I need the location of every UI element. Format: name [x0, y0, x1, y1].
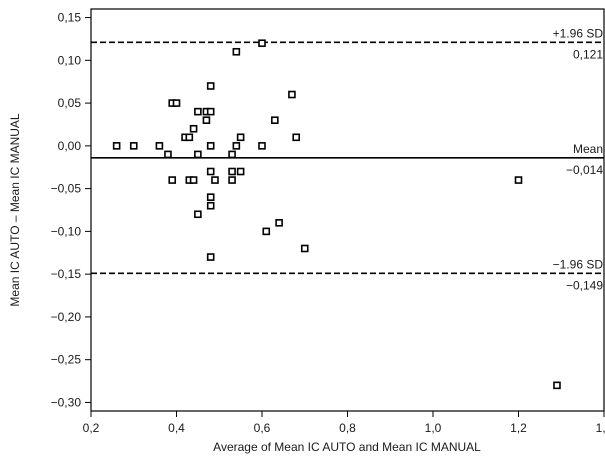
data-point: [288, 90, 296, 99]
upper-limit-label: +1.96 SD: [553, 26, 604, 40]
data-point: [514, 176, 523, 184]
y-tick-label: −0,25: [51, 353, 82, 367]
data-point: [168, 176, 177, 184]
data-point: [206, 142, 215, 150]
data-point: [258, 39, 266, 48]
data-point: [553, 381, 561, 390]
x-tick-label: 0,8: [339, 421, 356, 435]
data-point: [275, 219, 283, 227]
lower-limit-label: −1.96 SD: [553, 257, 604, 271]
upper-limit-value: 0,121: [573, 47, 603, 61]
y-axis-title: Mean IC AUTO – Mean IC MANUAL: [8, 113, 22, 307]
x-tick-label: 1,0: [425, 421, 442, 435]
y-tick-label: 0,05: [58, 96, 82, 110]
data-point: [228, 167, 236, 176]
y-tick-label: 0,10: [58, 53, 82, 67]
data-point: [206, 167, 215, 176]
y-tick-label: 0,00: [58, 139, 82, 153]
mean-label: Mean: [573, 142, 603, 156]
data-point: [211, 176, 219, 184]
y-tick-label: −0,15: [51, 267, 82, 281]
data-point: [236, 167, 245, 176]
reference-lines: +1.96 SD 0,121 Mean −0,014 −1.96 SD −0,149: [91, 26, 604, 292]
data-point: [228, 150, 236, 159]
lower-limit-value: −0,149: [566, 278, 603, 292]
data-point: [292, 133, 301, 142]
x-tick-label: 0,6: [254, 421, 271, 435]
y-tick-label: −0,05: [51, 182, 82, 196]
y-tick-label: −0,30: [51, 395, 82, 409]
data-point: [206, 107, 215, 116]
data-point: [206, 193, 215, 201]
x-axis: 0,2 0,4 0,6 0,8 1,0 1,2 1,4: [83, 411, 605, 435]
data-point: [206, 82, 215, 90]
data-point: [300, 244, 309, 253]
x-axis-title: Average of Mean IC AUTO and Mean IC MANU…: [213, 440, 481, 454]
x-tick-label: 1,2: [510, 421, 527, 435]
data-point: [189, 176, 198, 184]
x-tick-label: 1,4: [596, 421, 605, 435]
data-point: [262, 227, 271, 236]
data-point: [206, 201, 215, 210]
mean-value: −0,014: [566, 163, 603, 177]
data-point: [189, 124, 198, 133]
data-point: [172, 99, 181, 107]
y-tick-label: 0,15: [58, 11, 82, 25]
data-point: [271, 116, 279, 124]
data-point: [155, 142, 164, 150]
data-point: [194, 150, 202, 159]
y-axis: 0,15 0,10 0,05 0,00 −0,05 −0,10 −0,15 −0,20 −0,2…: [51, 11, 91, 409]
data-point: [194, 107, 202, 116]
y-tick-label: −0,20: [51, 310, 82, 324]
data-points: [112, 39, 561, 390]
data-point: [194, 210, 202, 219]
data-point: [112, 142, 121, 150]
x-tick-label: 0,2: [83, 421, 100, 435]
data-point: [258, 142, 266, 150]
data-point: [202, 116, 211, 124]
y-tick-label: −0,10: [51, 224, 82, 238]
data-point: [228, 176, 236, 184]
data-point: [185, 133, 194, 142]
x-tick-label: 0,4: [168, 421, 185, 435]
data-point: [129, 142, 138, 150]
data-point: [236, 133, 245, 142]
data-point: [164, 150, 172, 159]
data-point: [206, 253, 215, 261]
plot-frame: [90, 8, 605, 412]
data-point: [232, 47, 241, 56]
data-point: [232, 142, 241, 150]
